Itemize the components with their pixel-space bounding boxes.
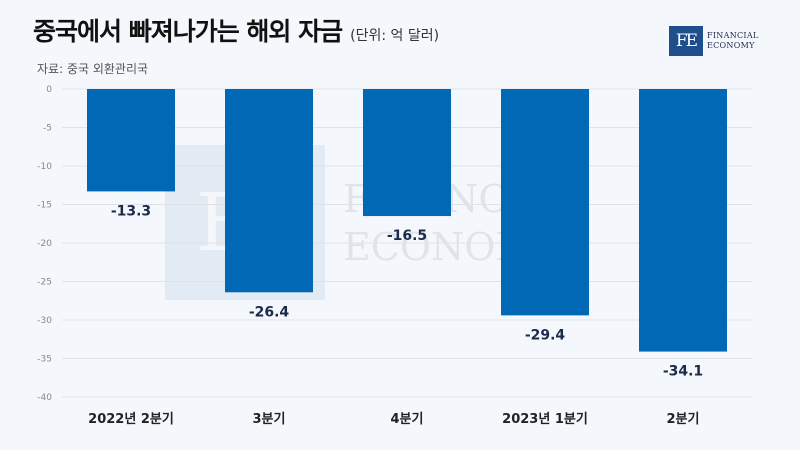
category-label: 3분기 xyxy=(253,412,286,427)
logo: FE FINANCIAL ECONOMY xyxy=(669,26,759,56)
logo-mark: FE xyxy=(669,26,703,56)
bar xyxy=(363,89,451,217)
bars xyxy=(87,89,727,352)
category-label: 2023년 1분기 xyxy=(502,412,588,427)
y-tick-label: -10 xyxy=(37,162,52,172)
category-label: 2분기 xyxy=(667,412,700,427)
logo-text: FINANCIAL ECONOMY xyxy=(707,31,759,51)
y-tick-label: -35 xyxy=(37,355,52,365)
y-tick-label: -25 xyxy=(37,278,52,288)
y-axis-ticks: 0 -5 -10 -15 -20 -25 -30 -35 -40 xyxy=(37,85,52,403)
bar xyxy=(87,89,175,192)
y-tick-label: -30 xyxy=(37,316,52,326)
bar xyxy=(639,89,727,352)
y-tick-label: -15 xyxy=(37,201,52,211)
value-label: -16.5 xyxy=(387,228,427,244)
y-tick-label: -40 xyxy=(37,393,52,403)
category-label: 4분기 xyxy=(391,412,424,427)
header: 중국에서 빠져나가는 해외 자금 (단위: 억 달러) xyxy=(33,12,439,52)
chart-title: 중국에서 빠져나가는 해외 자금 xyxy=(33,17,343,46)
category-labels: 2022년 2분기 3분기 4분기 2023년 1분기 2분기 xyxy=(88,412,699,427)
value-label: -13.3 xyxy=(111,203,151,219)
logo-line1: FINANCIAL xyxy=(707,31,759,40)
y-tick-label: -5 xyxy=(43,124,52,134)
value-label: -26.4 xyxy=(249,304,290,320)
y-tick-label: 0 xyxy=(46,85,52,95)
bar xyxy=(501,89,589,316)
value-label: -34.1 xyxy=(663,364,703,380)
value-label: -29.4 xyxy=(525,327,566,343)
source-label: 자료: 중국 외환관리국 xyxy=(37,62,149,76)
y-tick-label: -20 xyxy=(37,239,52,249)
value-labels: -13.3 -26.4 -16.5 -29.4 -34.1 xyxy=(111,203,703,379)
unit-label: (단위: 억 달러) xyxy=(350,28,440,44)
bar xyxy=(225,89,313,293)
logo-line2: ECONOMY xyxy=(707,41,755,50)
category-label: 2022년 2분기 xyxy=(88,412,174,427)
